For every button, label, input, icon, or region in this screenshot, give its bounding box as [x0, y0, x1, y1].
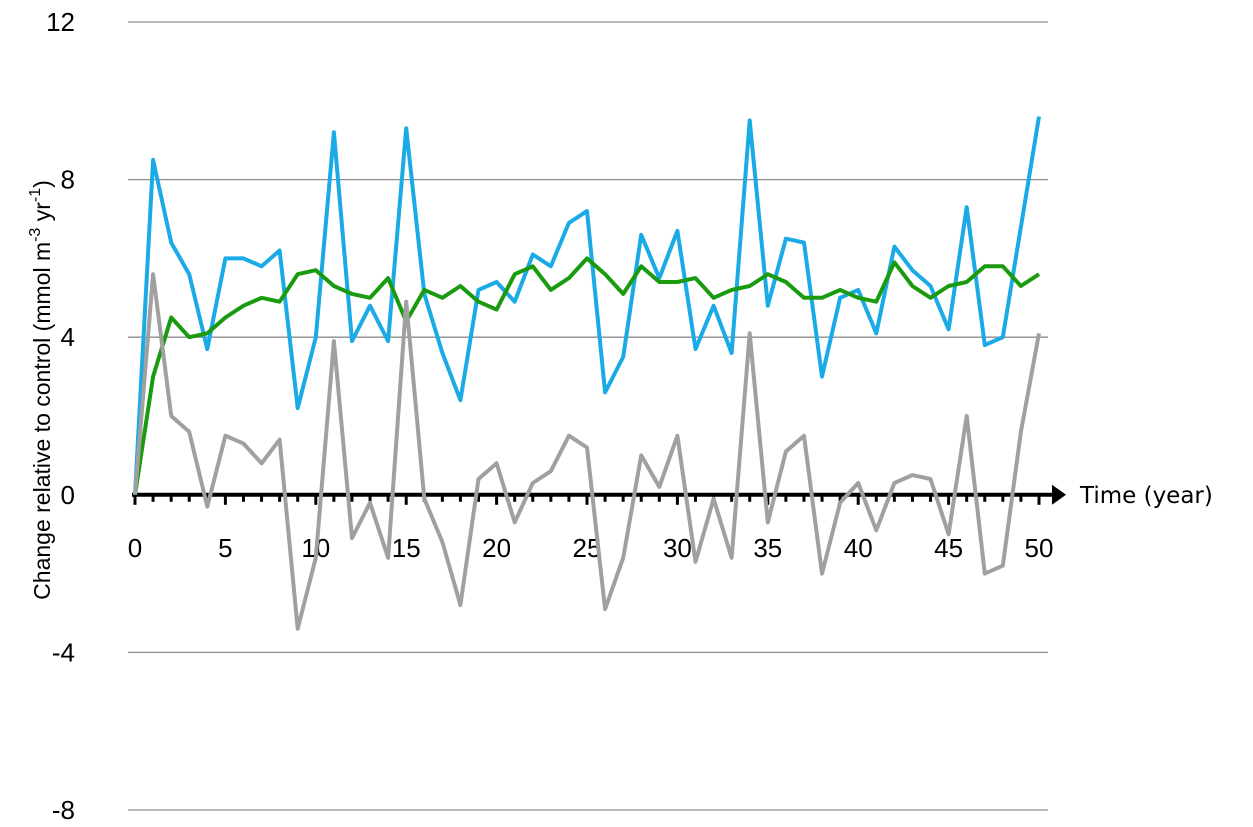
y-tick-label: -8 [52, 795, 75, 825]
x-tick-label: 20 [482, 533, 511, 563]
x-axis-arrowhead [1052, 484, 1066, 505]
y-tick-label: 4 [61, 322, 75, 352]
x-tick-label: 5 [218, 533, 232, 563]
y-axis-label-part-2: yr [29, 202, 55, 228]
x-tick-label: 35 [753, 533, 782, 563]
x-tick-label: 45 [934, 533, 963, 563]
y-tick-label: 12 [46, 7, 75, 37]
x-tick-label: 40 [844, 533, 873, 563]
x-axis-label: Time (year) [1079, 483, 1213, 509]
gridlines [128, 21, 1048, 811]
series-line-3 [133, 272, 1041, 631]
x-tick-label: 50 [1025, 533, 1054, 563]
y-axis-label: Change relative to control (mmol m-3 yr-… [27, 180, 55, 600]
x-tick-label: 0 [128, 533, 142, 563]
y-axis-label-part-1: Change relative to control (mmol m [29, 242, 55, 600]
series-line-2 [133, 256, 1041, 496]
y-tick-label: 8 [61, 165, 75, 195]
y-tick-label: -4 [52, 637, 75, 667]
series-lines [133, 116, 1041, 631]
x-tick-label: 15 [392, 533, 421, 563]
y-tick-label: 0 [61, 480, 75, 510]
y-axis-ticks: 12 8 4 0 -4 -8 [46, 7, 75, 825]
y-axis-label-sup-2: -1 [27, 188, 44, 202]
y-axis-label-part-3: ) [29, 180, 55, 188]
x-tick-label: 30 [663, 533, 692, 563]
series-line-1 [133, 116, 1041, 495]
y-axis-label-sup-1: -3 [27, 228, 44, 242]
